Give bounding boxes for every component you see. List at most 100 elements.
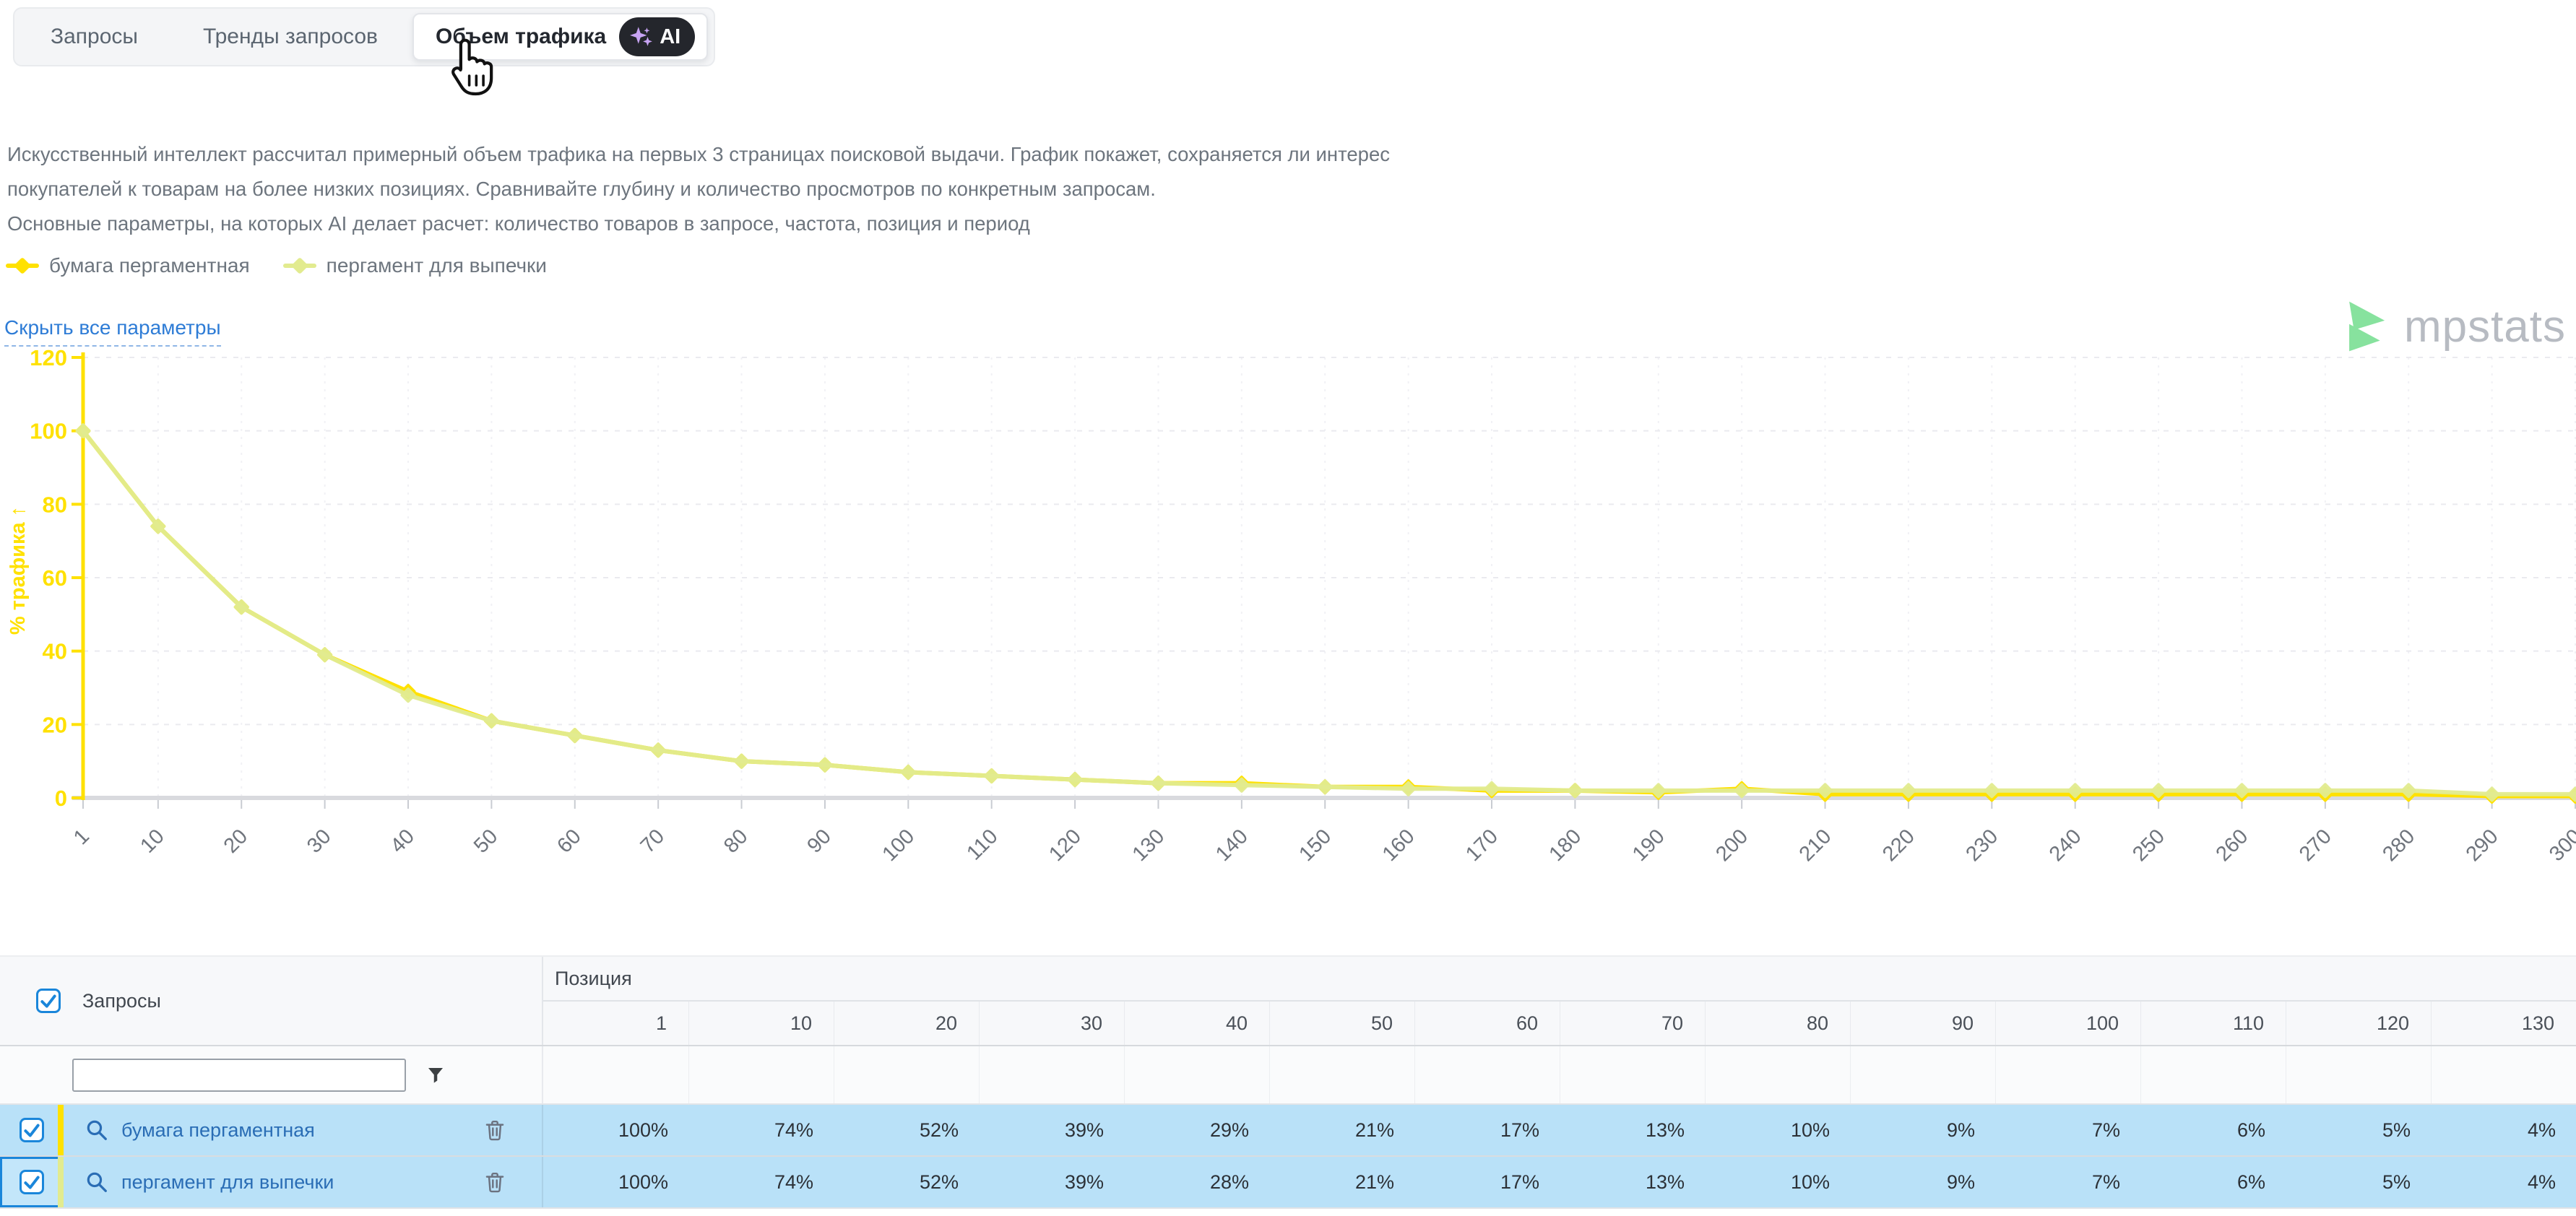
filter-empty-cell — [979, 1046, 1124, 1103]
traffic-percent-cell: 52% — [919, 1171, 959, 1193]
row-checkbox[interactable] — [20, 1170, 44, 1194]
queries-header-label: Запросы — [82, 989, 161, 1012]
svg-text:20: 20 — [43, 712, 67, 737]
traffic-percent-cell: 17% — [1500, 1119, 1539, 1141]
query-text: пергамент для выпечки — [121, 1171, 334, 1193]
tab-traffic-volume[interactable]: Объем трафика AI — [412, 13, 709, 61]
filter-empty-cell — [1995, 1046, 2140, 1103]
svg-text:1: 1 — [69, 825, 94, 849]
svg-text:40: 40 — [43, 639, 67, 664]
trash-icon — [483, 1119, 506, 1142]
position-column-header[interactable]: 70 — [1560, 1002, 1705, 1045]
queries-header-cell: Запросы — [0, 957, 543, 1045]
search-icon — [85, 1119, 108, 1142]
svg-text:260: 260 — [2212, 825, 2253, 866]
delete-row-button[interactable] — [483, 1171, 506, 1194]
position-column-header[interactable]: 60 — [1414, 1002, 1560, 1045]
position-column-header[interactable]: 130 — [2431, 1002, 2576, 1045]
position-columns-row: 1 10 20 30 40 50 60 70 80 90 100 110 120 130 — [543, 1002, 2576, 1045]
position-column-header[interactable]: 120 — [2286, 1002, 2431, 1045]
traffic-percent-cell: 4% — [2527, 1171, 2556, 1193]
mpstats-logo-text: mpstats — [2403, 301, 2566, 352]
row-checkbox-cell[interactable] — [0, 1157, 64, 1207]
query-filter-input[interactable] — [72, 1058, 406, 1092]
svg-text:90: 90 — [803, 825, 835, 857]
legend-label: бумага пергаментная — [49, 254, 250, 277]
filter-empty-cell — [1414, 1046, 1560, 1103]
filter-empty-cell — [543, 1046, 688, 1103]
svg-text:290: 290 — [2462, 825, 2503, 866]
svg-text:190: 190 — [1628, 825, 1669, 866]
filter-empty-cell — [1850, 1046, 1995, 1103]
table-row[interactable]: бумага пергаментная 100% 74% 52% 39% 29% 21% 17… — [0, 1105, 2576, 1157]
traffic-percent-cell: 28% — [1209, 1171, 1249, 1193]
traffic-percent-cell: 39% — [1064, 1171, 1104, 1193]
position-column-header[interactable]: 110 — [2140, 1002, 2286, 1045]
position-column-header[interactable]: 1 — [655, 1012, 667, 1034]
svg-text:30: 30 — [303, 825, 335, 857]
svg-text:210: 210 — [1795, 825, 1836, 866]
trash-icon — [483, 1171, 506, 1194]
svg-text:10: 10 — [136, 825, 168, 857]
position-column-header[interactable]: 10 — [688, 1002, 834, 1045]
traffic-percent-cell: 6% — [2236, 1171, 2265, 1193]
traffic-percent-cell: 4% — [2527, 1119, 2556, 1141]
query-cell[interactable]: бумага пергаментная — [64, 1105, 448, 1155]
check-icon — [39, 991, 58, 1010]
traffic-percent-cell: 9% — [1946, 1119, 1975, 1141]
mpstats-logo: mpstats — [2342, 300, 2566, 352]
svg-text:70: 70 — [636, 825, 669, 857]
hide-all-params-link[interactable]: Скрыть все параметры — [4, 316, 221, 347]
svg-text:120: 120 — [1045, 825, 1086, 866]
check-icon — [22, 1173, 41, 1191]
tab-queries[interactable]: Запросы — [51, 25, 138, 48]
svg-text:160: 160 — [1378, 825, 1419, 866]
svg-text:80: 80 — [719, 825, 752, 857]
traffic-percent-cell: 13% — [1645, 1171, 1685, 1193]
row-checkbox-cell[interactable] — [0, 1105, 64, 1155]
sparkles-icon — [629, 25, 654, 49]
legend-item-0[interactable]: бумага пергаментная — [6, 254, 250, 277]
legend-item-1[interactable]: пергамент для выпечки — [282, 254, 547, 277]
position-column-header[interactable]: 80 — [1705, 1002, 1850, 1045]
query-cell[interactable]: пергамент для выпечки — [64, 1157, 448, 1207]
row-checkbox[interactable] — [20, 1118, 44, 1142]
svg-text:110: 110 — [962, 825, 1002, 864]
traffic-percent-cell: 74% — [774, 1171, 813, 1193]
svg-text:180: 180 — [1544, 825, 1586, 866]
traffic-percent-cell: 7% — [2091, 1119, 2120, 1141]
position-column-header[interactable]: 90 — [1850, 1002, 1995, 1045]
tab-query-trends[interactable]: Тренды запросов — [202, 25, 378, 48]
traffic-percent-cell: 17% — [1500, 1171, 1539, 1193]
select-all-checkbox[interactable] — [36, 989, 61, 1013]
position-column-header[interactable]: 100 — [1995, 1002, 2140, 1045]
svg-text:20: 20 — [220, 825, 252, 857]
filter-empty-cells — [543, 1046, 2576, 1103]
ai-badge-label: AI — [660, 25, 681, 48]
delete-row-button[interactable] — [483, 1119, 506, 1142]
filter-empty-cell — [2286, 1046, 2431, 1103]
svg-text:220: 220 — [1878, 825, 1919, 866]
row-actions-cell — [448, 1157, 543, 1207]
description-line: Основные параметры, на которых AI делает… — [7, 212, 1030, 235]
filter-empty-cell — [1124, 1046, 1269, 1103]
filter-funnel-icon[interactable] — [425, 1064, 446, 1086]
traffic-percent-cell: 7% — [2091, 1171, 2120, 1193]
traffic-percent-cell: 5% — [2382, 1119, 2411, 1141]
svg-text:150: 150 — [1295, 825, 1336, 866]
svg-text:240: 240 — [2045, 825, 2086, 866]
ai-description: Искусственный интеллект рассчитал пример… — [7, 137, 1390, 241]
traffic-percent-cell: 21% — [1354, 1171, 1394, 1193]
svg-text:280: 280 — [2378, 825, 2419, 866]
svg-text:140: 140 — [1211, 825, 1253, 866]
table-row[interactable]: пергамент для выпечки 100% 74% 52% 39% 28% 21%… — [0, 1157, 2576, 1209]
position-column-header[interactable]: 30 — [979, 1002, 1124, 1045]
position-column-header[interactable]: 40 — [1124, 1002, 1269, 1045]
tab-traffic-volume-label: Объем трафика — [435, 25, 607, 48]
traffic-percent-cell: 74% — [774, 1119, 813, 1141]
traffic-percent-cell: 39% — [1064, 1119, 1104, 1141]
position-column-header[interactable]: 50 — [1269, 1002, 1414, 1045]
filter-empty-cell — [2140, 1046, 2286, 1103]
check-icon — [22, 1121, 41, 1139]
position-column-header[interactable]: 20 — [834, 1002, 979, 1045]
